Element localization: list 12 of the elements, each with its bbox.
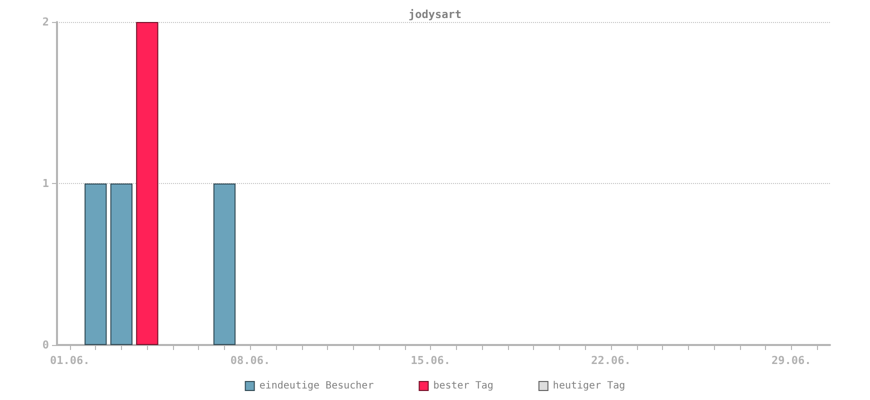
chart-title: jodysart bbox=[408, 8, 462, 21]
x-tick-label: 08.06. bbox=[230, 354, 270, 367]
x-tick-label: 15.06. bbox=[410, 354, 450, 367]
legend-label: bester Tag bbox=[433, 380, 494, 392]
x-tick-label: 29.06. bbox=[771, 354, 812, 367]
x-tick-label: 22.06. bbox=[591, 354, 631, 367]
y-tick-label: 1 bbox=[42, 177, 50, 190]
x-tick-label: 01.06. bbox=[50, 354, 90, 367]
y-tick-label: 0 bbox=[42, 338, 49, 352]
legend-label: eindeutige Besucher bbox=[259, 380, 374, 392]
y-tick-label: 2 bbox=[42, 16, 49, 28]
legend-label: heutiger Tag bbox=[552, 380, 626, 392]
